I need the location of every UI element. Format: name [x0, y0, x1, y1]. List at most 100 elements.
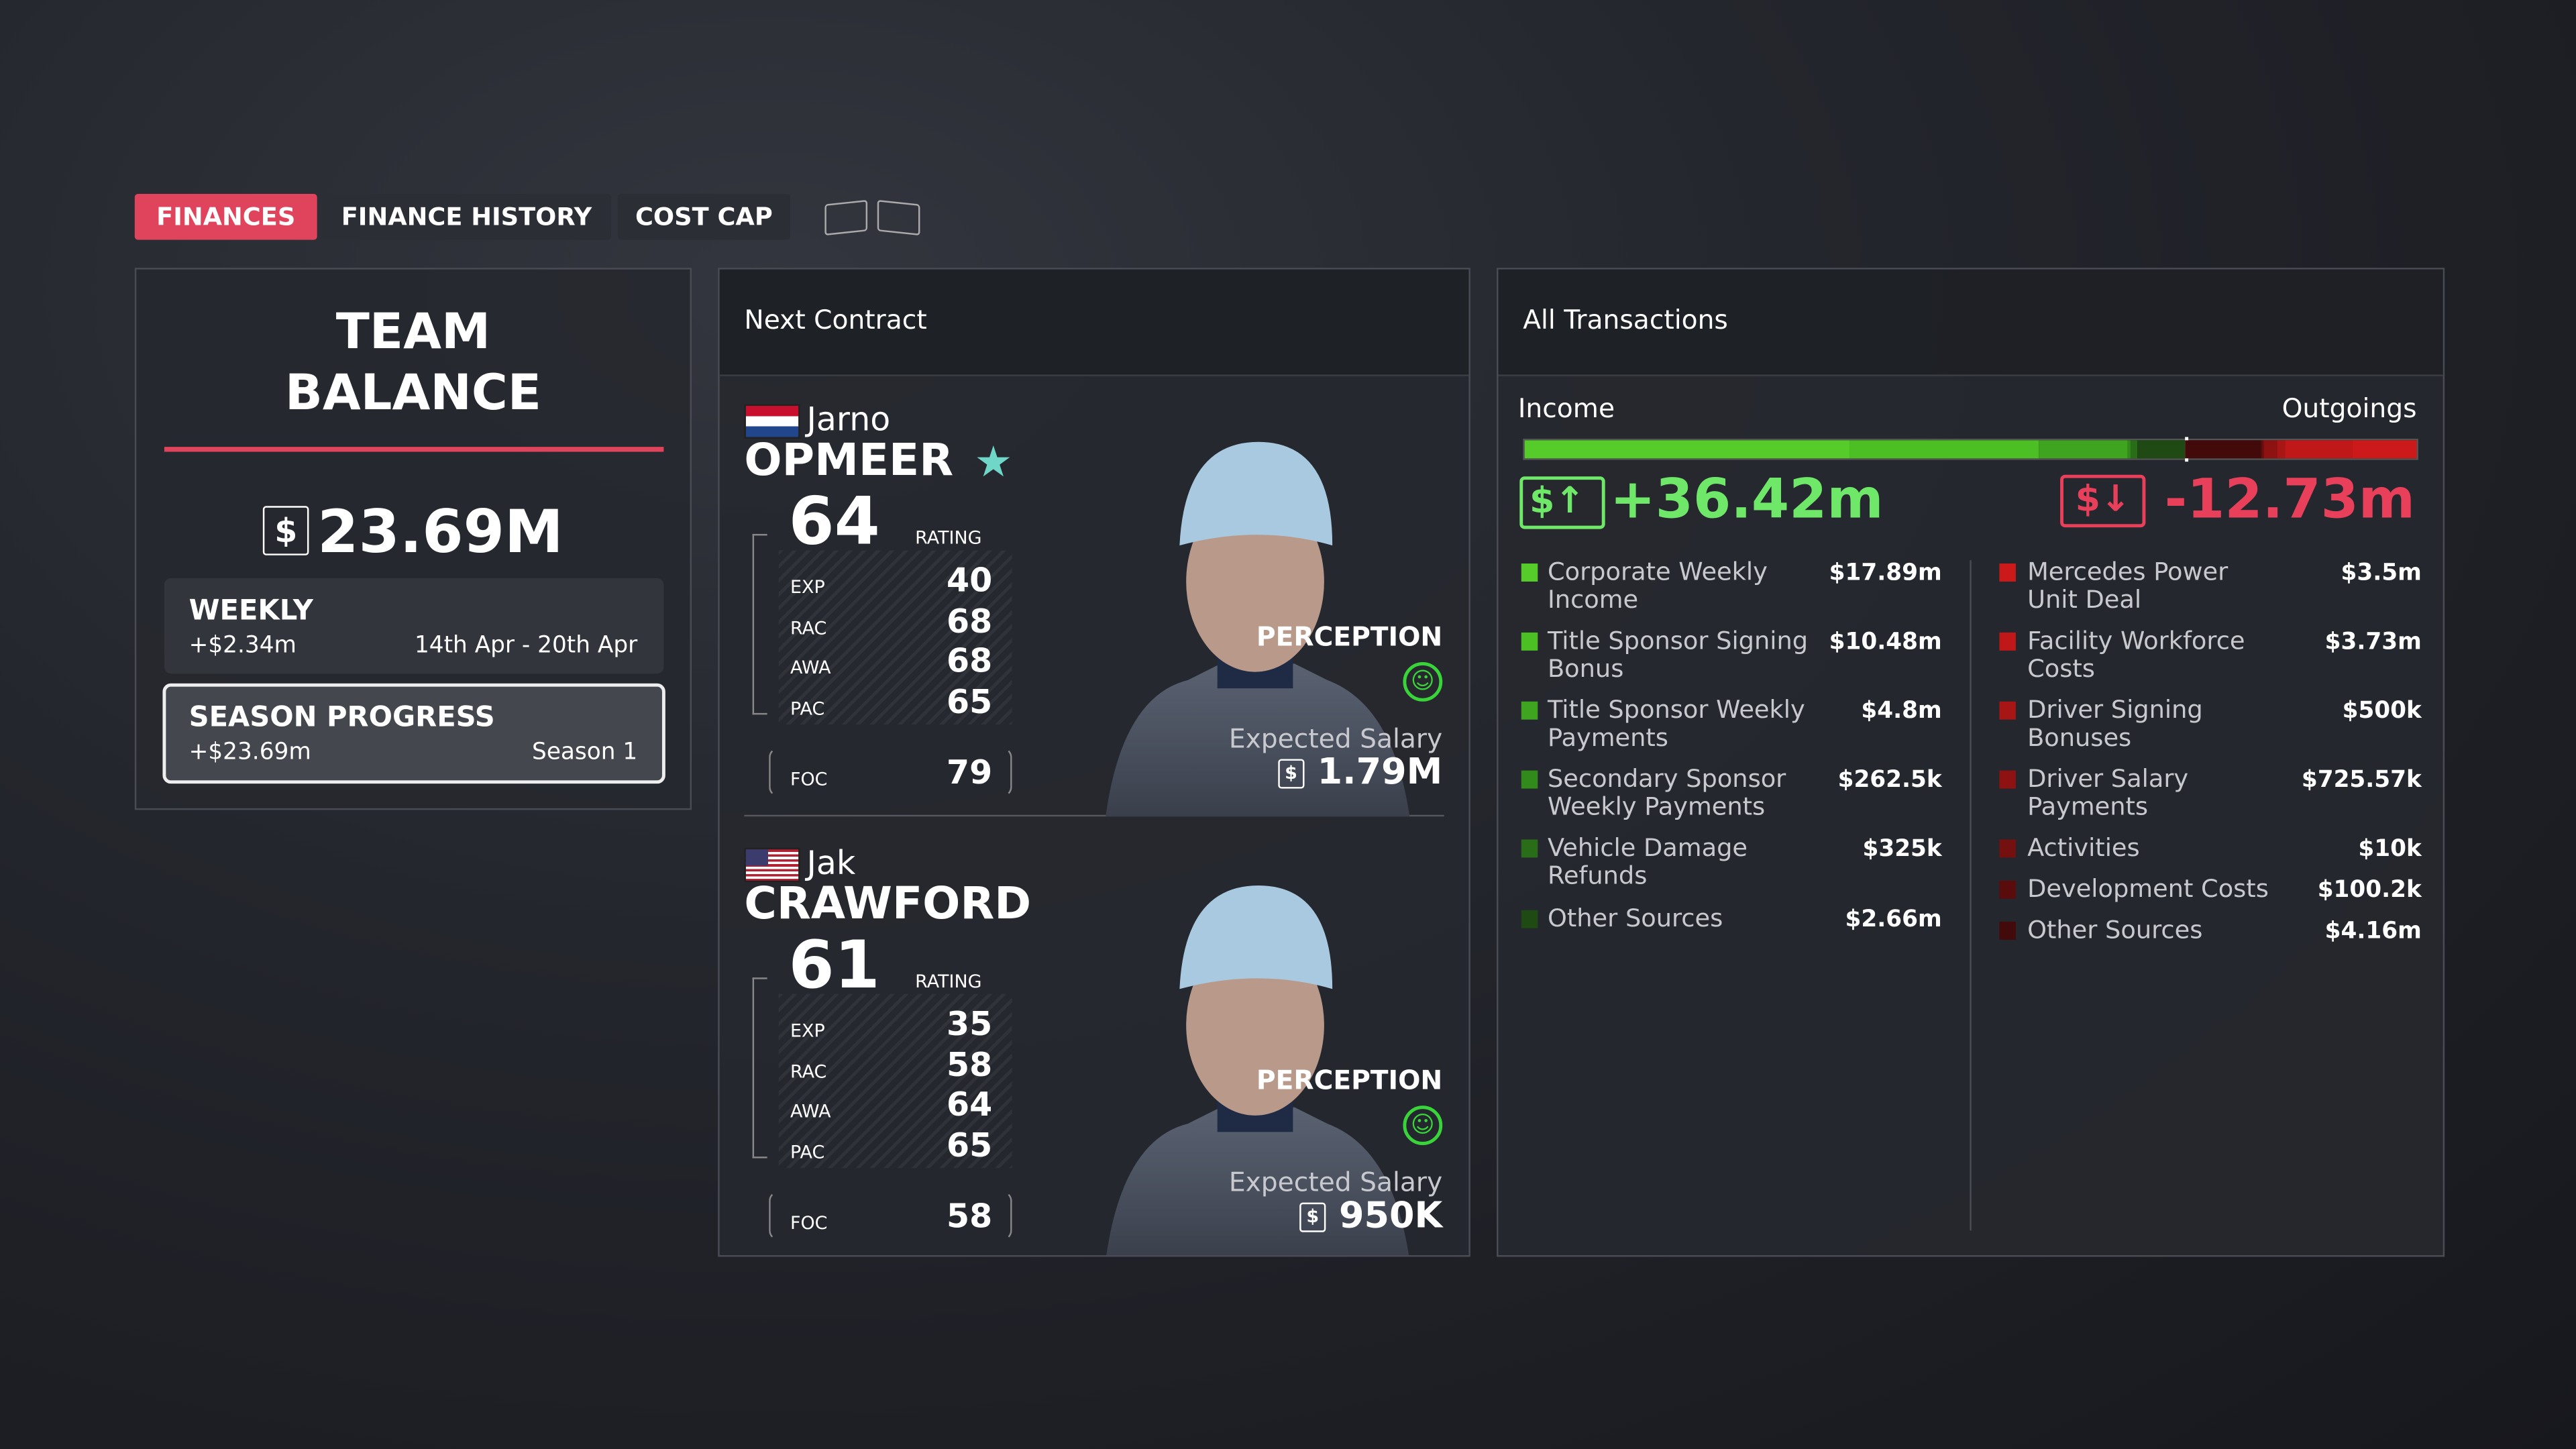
- income-item-label: Secondary Sponsor Weekly Payments: [1547, 763, 1786, 822]
- stat-label: PAC: [790, 1140, 825, 1163]
- stats-background: [778, 994, 1012, 1169]
- expected-salary-label: Expected Salary: [1228, 1166, 1443, 1198]
- stat-value: 65: [947, 681, 993, 720]
- outgoing-item-value: $500k: [2342, 698, 2422, 725]
- income-item-label: Title Sponsor Signing Bonus: [1547, 626, 1809, 684]
- driver-portrait: [1089, 877, 1418, 1256]
- driver-last-name: CRAWFORD: [744, 879, 1032, 930]
- outgoing-color-swatch: [1999, 770, 2016, 789]
- income-item-value: $325k: [1862, 836, 1942, 863]
- income-bar-segment: [2127, 440, 2132, 459]
- outgoings-total: $↓ -12.73m: [2060, 467, 2415, 531]
- income-bar-segment: [1524, 440, 1849, 459]
- income-color-swatch: [1521, 770, 1538, 789]
- outgoing-item-value: $100.2k: [2317, 877, 2422, 904]
- panel-title: All Transactions: [1523, 304, 1728, 335]
- outgoing-color-swatch: [1999, 921, 2016, 940]
- driver-last-name: OPMEER: [744, 435, 954, 486]
- season-amount: +$23.69m: [189, 739, 311, 766]
- driver-rating: 64: [788, 484, 880, 561]
- outgoings-label: Outgoings: [2282, 392, 2417, 424]
- rating-label: RATING: [915, 971, 982, 993]
- outgoing-item-label: Development Costs: [2027, 873, 2269, 904]
- outgoings-bar-segment: [2261, 440, 2263, 459]
- driver-card[interactable]: Jak CRAWFORD 61 RATING EXP 35 RAC 58 AWA 64 PAC 65 F…: [720, 820, 1469, 1256]
- driver-rating: 61: [788, 928, 880, 1004]
- outgoing-color-swatch: [1999, 701, 2016, 720]
- income-item-label: Title Sponsor Weekly Payments: [1547, 694, 1805, 753]
- stat-label: PAC: [790, 697, 825, 719]
- income-label: Income: [1517, 392, 1615, 424]
- weekly-amount: +$2.34m: [189, 632, 297, 659]
- weekly-box[interactable]: WEEKLY +$2.34m 14th Apr - 20th Apr: [164, 578, 664, 674]
- title-line: TEAM: [335, 304, 491, 362]
- outgoing-color-swatch: [1999, 632, 2016, 651]
- perception-label: PERCEPTION: [1256, 621, 1443, 653]
- season-name: Season 1: [532, 739, 638, 766]
- rating-label: RATING: [915, 527, 982, 549]
- bumper-right-icon[interactable]: [877, 199, 920, 236]
- income-color-swatch: [1521, 910, 1538, 928]
- perception-label: PERCEPTION: [1256, 1064, 1443, 1096]
- dollar-icon: $: [1277, 759, 1305, 789]
- stat-value: 68: [947, 641, 993, 680]
- driver-first-name: Jak: [806, 843, 856, 883]
- panel-header: Next Contract: [719, 269, 1469, 376]
- stat-value: 40: [947, 560, 993, 600]
- outgoing-item-label: Activities: [2027, 833, 2140, 863]
- stat-label: FOC: [790, 769, 828, 790]
- stat-value: 58: [947, 1195, 993, 1236]
- tab-finances[interactable]: FINANCES: [134, 193, 317, 240]
- income-item-value: $2.66m: [1845, 906, 1942, 934]
- flag-netherlands-icon: [744, 404, 800, 439]
- stat-value: 35: [947, 1004, 993, 1044]
- income-bar-segment: [2131, 440, 2138, 459]
- income-item-label: Corporate Weekly Income: [1547, 557, 1768, 614]
- portrait-image: [1106, 885, 1409, 1256]
- outgoing-item-label: Driver Signing Bonuses: [2027, 694, 2203, 753]
- income-item-value: $17.89m: [1829, 560, 1942, 587]
- star-icon: ★: [974, 438, 1013, 488]
- season-progress-box[interactable]: SEASON PROGRESS +$23.69m Season 1: [162, 683, 665, 784]
- stat-label: FOC: [790, 1212, 828, 1234]
- income-color-swatch: [1521, 632, 1538, 651]
- foc-box: [769, 747, 1012, 797]
- stat-label: AWA: [790, 657, 831, 679]
- driver-card[interactable]: Jarno OPMEER ★ 64 RATING EXP 40 RAC 68 AWA 68 PAC 65…: [720, 376, 1469, 817]
- outgoing-item-value: $3.5m: [2341, 560, 2422, 587]
- outgoings-bar-segment: [2285, 440, 2353, 459]
- outgoings-bar-segment: [2276, 440, 2286, 459]
- income-item-label: Vehicle Damage Refunds: [1547, 833, 1748, 891]
- divider: [164, 447, 664, 452]
- income-bar-segment: [2039, 440, 2127, 459]
- divider: [1970, 560, 1972, 1231]
- income-color-swatch: [1521, 701, 1538, 720]
- perception-happy-icon: ☺: [1403, 1106, 1443, 1145]
- tab-cost-cap[interactable]: COST CAP: [617, 193, 790, 240]
- income-total-value: +36.42m: [1610, 466, 1884, 531]
- stats-background: [778, 550, 1012, 725]
- team-balance-panel: TEAM BALANCE $ 23.69M WEEKLY +$2.34m 14t…: [134, 268, 692, 810]
- portrait-image: [1106, 441, 1410, 817]
- weekly-label: WEEKLY: [189, 594, 313, 628]
- foc-box: [769, 1191, 1012, 1240]
- income-item-value: $10.48m: [1829, 629, 1942, 656]
- outgoing-color-swatch: [1999, 839, 2016, 858]
- season-label: SEASON PROGRESS: [189, 701, 495, 735]
- income-item-value: $262.5k: [1837, 767, 1942, 794]
- tab-finance-history[interactable]: FINANCE HISTORY: [322, 193, 612, 240]
- team-balance-title: TEAM BALANCE: [136, 303, 690, 424]
- stat-bracket: [752, 977, 767, 1159]
- all-transactions-panel: All Transactions Income Outgoings $↑ +36…: [1497, 268, 2445, 1257]
- income-bar-segment: [2137, 440, 2186, 459]
- balance-amount: $ 23.69M: [136, 499, 690, 567]
- next-contract-panel: Next Contract Jarno OPMEER ★ 64 RATING EXP 40 R…: [718, 268, 1470, 1257]
- outgoings-bar-segment: [2353, 440, 2417, 459]
- income-outgoings-bar: [1523, 437, 2418, 462]
- stat-value: 79: [947, 752, 993, 792]
- outgoing-item-label: Other Sources: [2027, 915, 2203, 945]
- stat-label: EXP: [790, 1020, 825, 1042]
- bumper-left-icon[interactable]: [824, 199, 868, 236]
- panel-header: All Transactions: [1498, 269, 2443, 376]
